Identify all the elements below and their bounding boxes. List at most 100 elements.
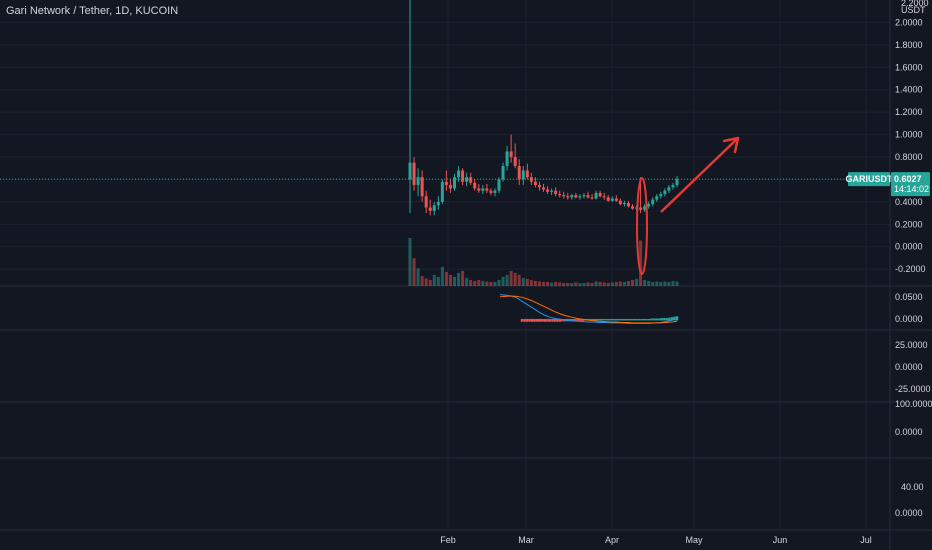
panel5-tick-label: 40.00 <box>901 482 924 492</box>
annotation-arrow-shaft[interactable] <box>660 137 739 213</box>
macd-histogram-bar <box>597 318 600 321</box>
candle-body <box>513 157 517 166</box>
volume-bar <box>525 278 529 286</box>
time-tick-label: Feb <box>440 535 456 545</box>
volume-bar <box>578 282 582 286</box>
candle-body <box>586 195 590 198</box>
candle-body <box>485 188 489 191</box>
macd-histogram-bar <box>622 318 625 321</box>
macd-histogram-bar <box>609 318 613 321</box>
candle-body <box>582 195 586 197</box>
candle-body <box>554 190 558 195</box>
macd-histogram-bar <box>614 318 618 321</box>
price-tick-label: 1.0000 <box>895 130 923 140</box>
candle-body <box>457 170 461 178</box>
macd-histogram-bar <box>571 318 575 322</box>
volume-bar <box>428 279 432 286</box>
candle-body <box>481 188 485 191</box>
volume-bar <box>667 281 671 286</box>
volume-bar <box>606 282 610 286</box>
candle-body <box>432 205 436 211</box>
macd-histogram-bar <box>556 318 559 322</box>
candle-body <box>453 177 456 189</box>
volume-bar <box>440 266 444 286</box>
volume-bar <box>647 280 651 286</box>
candle-body <box>408 162 412 180</box>
candle-body <box>667 187 671 191</box>
volume-bar <box>505 274 509 286</box>
candle-body <box>574 195 578 198</box>
macd-histogram-bar <box>574 318 577 322</box>
volume-bar <box>513 272 517 286</box>
annotation-ellipse[interactable] <box>636 177 648 275</box>
macd-histogram-bar <box>594 318 597 321</box>
candle-body <box>550 190 554 192</box>
macd-histogram-bar <box>660 318 663 321</box>
volume-bar <box>651 281 655 286</box>
price-tick-label: 1.2000 <box>895 107 923 117</box>
time-tick-label: Jul <box>860 535 872 545</box>
candle-body <box>631 206 634 209</box>
candle-body <box>655 196 659 200</box>
macd-histogram-bar <box>665 318 669 321</box>
volume-bar <box>639 240 643 286</box>
macd-histogram-bar <box>538 318 541 322</box>
volume-bar <box>554 281 558 286</box>
macd-histogram-bar <box>543 318 547 322</box>
symbol-badge[interactable] <box>848 172 890 187</box>
candle-body <box>622 203 626 205</box>
volume-bar <box>465 277 469 286</box>
candle-body <box>558 194 562 196</box>
volume-bar <box>533 280 537 286</box>
volume-bar <box>626 280 630 286</box>
candle-body <box>461 170 465 182</box>
volume-bar <box>590 282 594 286</box>
macd-histogram-bar <box>548 318 552 322</box>
volume-bar <box>570 282 574 286</box>
macd-histogram-bar <box>520 318 524 322</box>
volume-bar <box>574 282 578 286</box>
candle-body <box>610 198 614 201</box>
panel4-tick-label: 100.0000 <box>895 399 932 409</box>
candle-body <box>497 179 501 191</box>
candle-body <box>509 151 513 158</box>
candle-body <box>501 165 505 180</box>
price-tick-label-top: 2.2000 <box>901 0 929 8</box>
volume-bar <box>671 280 675 286</box>
volume-bar <box>663 281 667 286</box>
volume-bar <box>614 281 618 286</box>
macd-histogram-bar <box>619 318 623 321</box>
macd-histogram-bar <box>617 318 620 321</box>
volume-bar <box>643 279 647 286</box>
macd-histogram-bar <box>541 318 544 322</box>
macd-histogram-bar <box>533 318 536 322</box>
macd-histogram-bar <box>607 318 610 321</box>
volume-bar <box>610 282 614 286</box>
price-badge[interactable] <box>891 172 930 197</box>
macd-histogram-bar <box>630 318 633 321</box>
macd-histogram-bar <box>591 318 595 321</box>
macd-histogram-bar <box>647 318 651 321</box>
candle-body <box>440 181 444 202</box>
macd-histogram-bar <box>599 318 602 321</box>
macd-histogram-bar <box>551 318 554 322</box>
volume-bar <box>594 281 598 286</box>
annotation-arrow-head[interactable] <box>722 136 740 154</box>
macd-histogram-bar <box>536 318 539 322</box>
macd-histogram-bar <box>642 318 646 321</box>
volume-bar <box>416 268 420 286</box>
candle-body <box>505 151 509 166</box>
macd-histogram-bar <box>632 318 636 321</box>
volume-bar <box>453 276 456 286</box>
volume-bar <box>529 279 533 286</box>
macd-histogram-bar <box>670 317 674 321</box>
macd-histogram-bar <box>637 318 641 321</box>
candle-body <box>517 165 521 180</box>
candle-body <box>420 177 424 197</box>
volume-bar <box>659 281 663 286</box>
volume-bar <box>420 275 424 286</box>
signal-line <box>499 295 678 324</box>
candle-body <box>618 200 622 205</box>
candle-body <box>473 182 477 189</box>
